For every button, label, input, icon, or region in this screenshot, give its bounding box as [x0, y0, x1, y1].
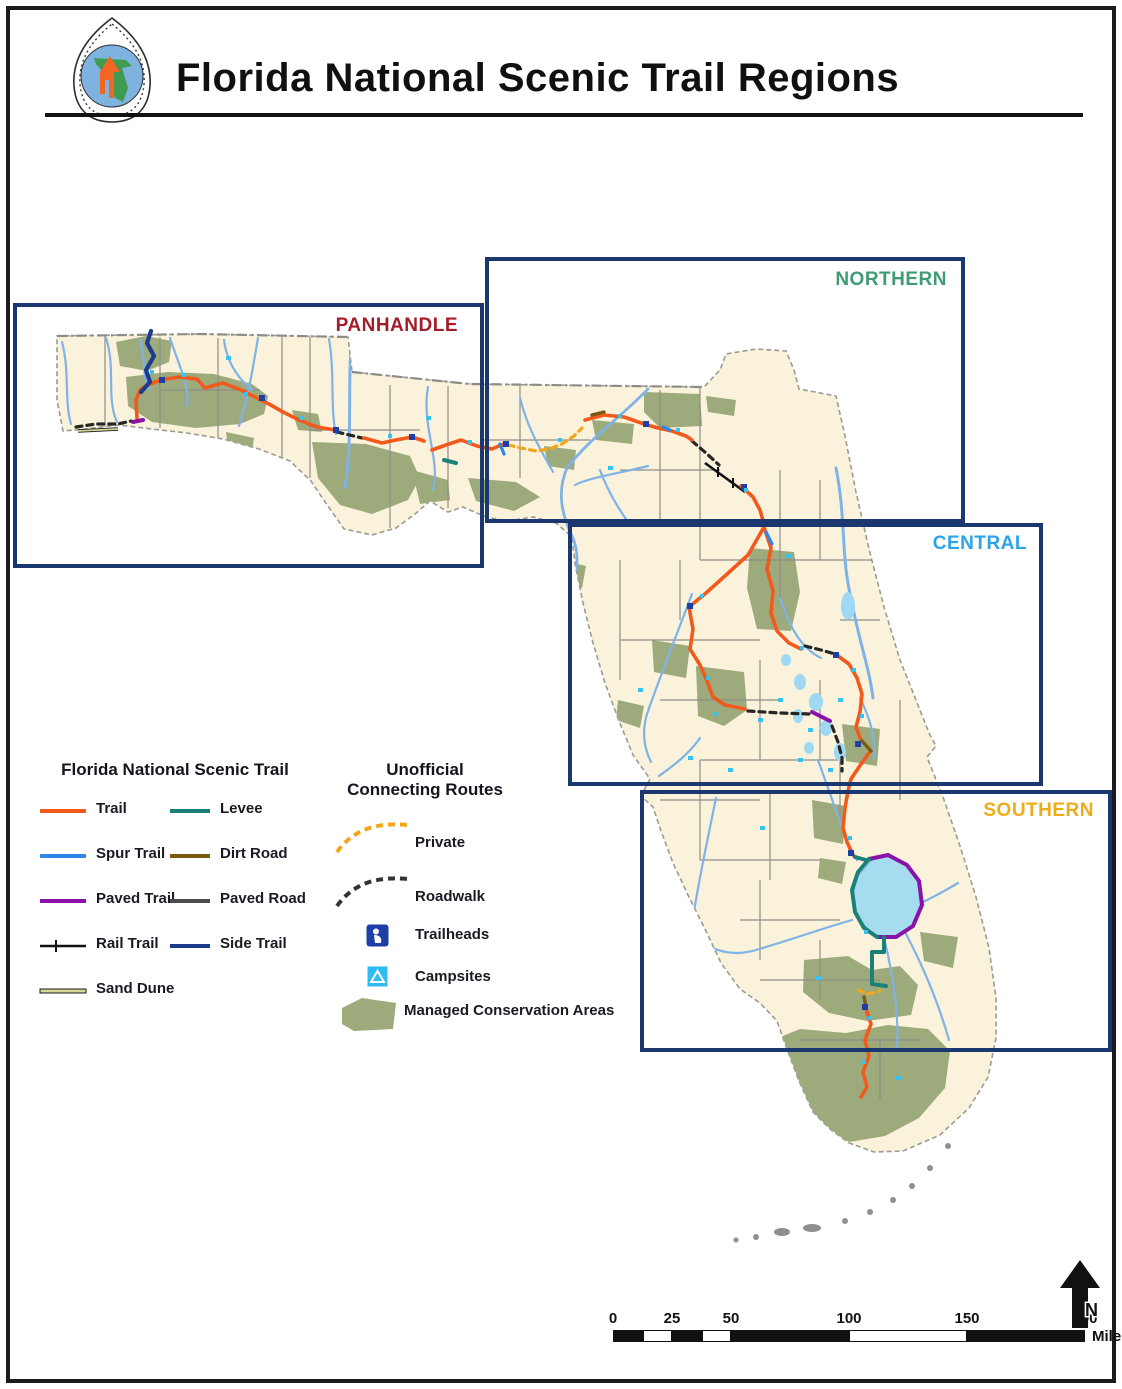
- legend-unofficial-title: Unofficial Connecting Routes: [347, 760, 503, 799]
- rivers: [60, 336, 960, 1052]
- roadwalk-dashed-curve-icon: [335, 876, 410, 908]
- sand-dune-line-icon: [39, 988, 87, 994]
- sand-dune-segment: [77, 427, 119, 433]
- levee-line-icon: [170, 809, 210, 813]
- legend-trail-title: Florida National Scenic Trail: [61, 760, 289, 779]
- scale-tick-25: 25: [663, 1310, 681, 1327]
- scale-segment: [643, 1330, 672, 1342]
- title-divider: [45, 113, 1083, 117]
- north-arrow: N: [1060, 1260, 1100, 1328]
- side-trail-navy: [138, 328, 157, 395]
- scale-segment: [672, 1330, 702, 1342]
- campsites-icon: [367, 966, 388, 987]
- scale-tick-100: 100: [836, 1310, 862, 1327]
- north-label: N: [1085, 1300, 1098, 1320]
- conservation-area-patch-icon: [342, 998, 396, 1031]
- florida-trail-association-logo: [60, 14, 164, 126]
- side-trail-line-icon: [170, 944, 210, 948]
- spur-trail-segments: [498, 425, 774, 546]
- scale-segment: [967, 1330, 1085, 1342]
- small-ponds: [226, 356, 901, 1080]
- private-dashed-curve-icon: [335, 822, 410, 854]
- scale-tick-50: 50: [722, 1310, 740, 1327]
- private-segments: [506, 426, 882, 996]
- rail-trail-line-icon: [40, 940, 86, 952]
- trailheads-icon: [366, 924, 389, 947]
- scale-tick-0: 0: [608, 1310, 618, 1327]
- scale-segment: [613, 1330, 643, 1342]
- page-title: Florida National Scenic Trail Regions: [176, 56, 900, 100]
- roadwalk-segments: [74, 419, 844, 773]
- paved-road-line-icon: [170, 899, 210, 903]
- scale-segment: [702, 1330, 731, 1342]
- trail-line-icon: [40, 809, 86, 813]
- trailhead-markers: [159, 377, 868, 1010]
- scale-unit-label: Miles: [1092, 1328, 1122, 1345]
- paved-trail-line-icon: [40, 899, 86, 903]
- scale-segment: [731, 1330, 849, 1342]
- scale-tick-150: 150: [954, 1310, 980, 1327]
- florida-keys: [733, 1143, 951, 1243]
- logo-graphic: [73, 16, 151, 123]
- rail-trail-segment: [704, 461, 746, 494]
- scale-segment: [849, 1330, 967, 1342]
- paved-trail-segments: [131, 418, 925, 939]
- dirt-road-line-icon: [170, 854, 210, 858]
- levee-segments: [442, 458, 888, 988]
- spur-trail-line-icon: [40, 854, 86, 858]
